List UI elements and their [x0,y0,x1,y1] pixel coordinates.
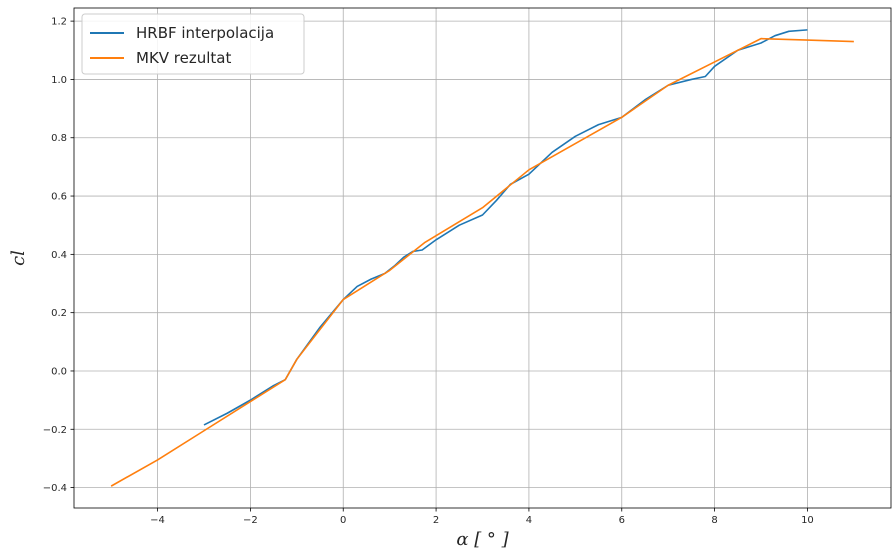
y-tick-label: 1.2 [51,17,67,28]
y-tick-label: 0.0 [51,366,67,377]
y-tick-label: 0.8 [51,133,67,144]
x-tick-label: 2 [433,515,439,526]
y-tick-label: −0.4 [43,483,67,494]
x-tick-label: −4 [150,515,165,526]
x-tick-label: 6 [619,515,625,526]
legend-label-mkv: MKV rezultat [136,49,231,67]
x-tick-label: 8 [711,515,717,526]
series-layer [110,29,854,487]
y-axis-label: cl [8,250,29,266]
y-axis-ticks: −0.4 −0.2 0.0 0.2 0.4 0.6 0.8 1.0 1.2 [43,17,74,494]
series-line-mkv [110,37,854,487]
x-tick-label: 0 [340,515,346,526]
y-tick-label: 0.4 [51,250,67,261]
legend-box [81,13,305,75]
grid [74,8,891,508]
legend-label-hrbf: HRBF interpolacija [136,24,274,42]
series-line-hrbf [203,29,808,426]
x-tick-label: 4 [526,515,532,526]
y-tick-label: 1.0 [51,75,67,86]
plot-frame [73,7,892,509]
x-tick-label: 10 [801,515,814,526]
y-tick-label: −0.2 [43,425,67,436]
legend: HRBF interpolacija MKV rezultat [81,13,305,75]
x-tick-label: −2 [243,515,258,526]
x-axis-label: α [ ° ] [456,529,509,550]
y-tick-label: 0.6 [51,192,67,203]
x-axis-ticks: −4 −2 0 2 4 6 8 10 [150,508,814,526]
y-tick-label: 0.2 [51,308,67,319]
